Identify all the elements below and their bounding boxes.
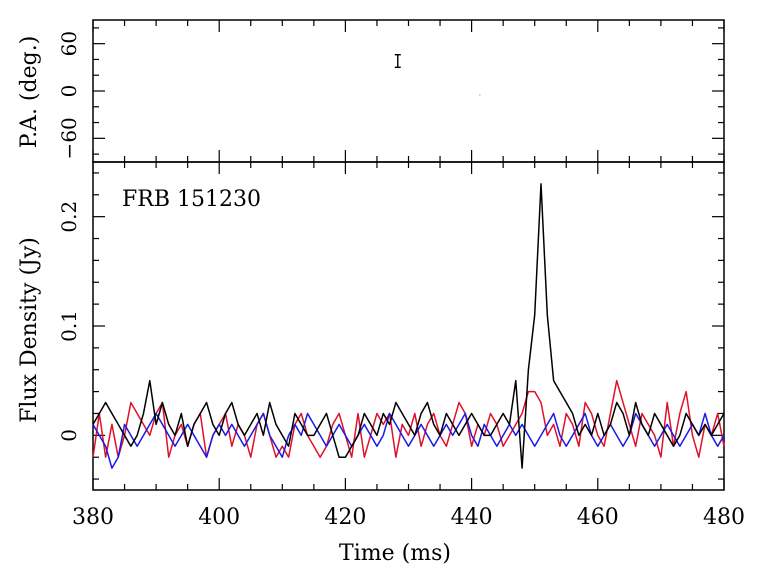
flux-y-tick-label: 0.1 — [57, 310, 81, 342]
y-axis-label-flux: Flux Density (Jy) — [17, 237, 42, 423]
y-axis-label-pa: P.A. (deg.) — [17, 36, 42, 149]
series-line-circular-polarization — [92, 412, 725, 469]
flux-panel: 380 400 420 440 460 480 0 0.1 0.2 — [57, 161, 745, 530]
flux-y-tick-label: 0.2 — [57, 201, 81, 233]
x-tick-label: 400 — [198, 505, 240, 530]
x-tick-label: 420 — [324, 505, 366, 530]
pa-faint-point — [479, 94, 481, 96]
pa-panel-frame — [92, 19, 725, 163]
x-tick-label: 460 — [577, 505, 619, 530]
pa-y-tick-label: 60 — [57, 31, 81, 56]
x-tick-label: 380 — [72, 505, 114, 530]
frb-annotation: FRB 151230 — [122, 187, 261, 212]
pa-y-tick-label: 0 — [57, 85, 81, 98]
x-axis-label: Time (ms) — [339, 541, 451, 566]
x-tick-label: 440 — [451, 505, 493, 530]
x-tick-label: 480 — [703, 505, 745, 530]
pa-panel: −60 0 60 — [57, 19, 725, 163]
flux-y-tick-label: 0 — [57, 429, 81, 442]
pa-y-tick-label: −60 — [57, 117, 81, 159]
series-line-total-intensity — [92, 183, 725, 469]
